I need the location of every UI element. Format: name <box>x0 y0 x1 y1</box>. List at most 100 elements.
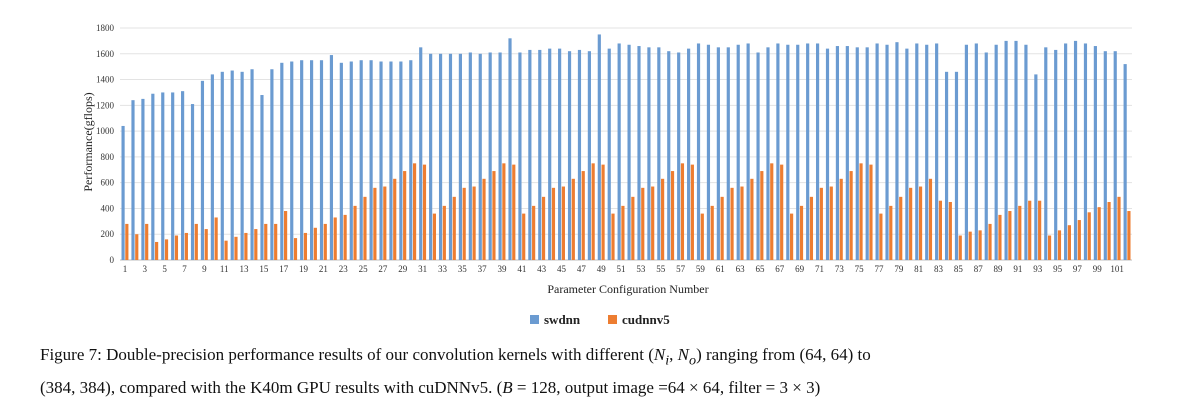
bar-swdnn-59 <box>696 43 701 260</box>
legend-swatch-cudnnv5 <box>608 315 617 324</box>
bar-cudnnv5-50 <box>611 213 615 260</box>
caption-ni-sub: i <box>665 352 670 369</box>
caption-no-sub: o <box>689 352 697 369</box>
bar-cudnnv5-43 <box>541 196 546 260</box>
bar-swdnn-78 <box>885 44 889 260</box>
bar-swdnn-33 <box>438 53 443 261</box>
bar-cudnnv5-64 <box>750 178 754 260</box>
bar-cudnnv5-49 <box>601 164 605 260</box>
bar-cudnnv5-75 <box>859 163 863 260</box>
bar-swdnn-5 <box>161 92 165 260</box>
bar-swdnn-15 <box>260 95 264 261</box>
bar-cudnnv5-96 <box>1067 225 1071 260</box>
bar-swdnn-87 <box>974 43 978 260</box>
x-tick-label: 83 <box>934 264 944 274</box>
bar-swdnn-47 <box>577 49 582 261</box>
bar-swdnn-68 <box>786 44 790 260</box>
y-tick-label: 0 <box>110 255 115 265</box>
x-tick-label: 55 <box>656 264 666 274</box>
bar-cudnnv5-25 <box>363 196 367 260</box>
y-tick-label: 1400 <box>96 75 115 85</box>
bar-cudnnv5-99 <box>1097 207 1101 260</box>
bar-swdnn-2 <box>131 100 135 260</box>
bar-swdnn-89 <box>994 44 998 260</box>
x-tick-label: 7 <box>182 264 187 274</box>
bar-cudnnv5-54 <box>651 186 655 260</box>
x-tick-label: 47 <box>577 264 587 274</box>
bar-swdnn-28 <box>389 61 393 261</box>
caption-sep: , <box>669 345 678 364</box>
y-tick-label: 1000 <box>96 126 115 136</box>
bar-swdnn-44 <box>548 48 552 260</box>
bar-swdnn-26 <box>369 60 373 260</box>
x-tick-label: 1 <box>123 264 128 274</box>
bar-swdnn-7 <box>181 91 185 261</box>
bar-swdnn-81 <box>915 43 919 260</box>
bar-swdnn-93 <box>1034 74 1038 261</box>
bar-swdnn-83 <box>935 43 939 260</box>
caption-ni: N <box>653 345 666 364</box>
x-tick-label: 3 <box>143 264 148 274</box>
bar-cudnnv5-72 <box>829 186 833 260</box>
bar-cudnnv5-3 <box>145 223 149 260</box>
bar-cudnnv5-44 <box>551 187 556 260</box>
caption-b: B <box>502 378 513 398</box>
bar-cudnnv5-87 <box>978 230 982 260</box>
bar-swdnn-31 <box>419 47 423 261</box>
legend-label-cudnnv5: cudnnv5 <box>622 312 670 327</box>
x-tick-label: 27 <box>378 264 388 274</box>
bar-cudnnv5-56 <box>670 171 675 260</box>
bar-swdnn-97 <box>1073 40 1078 261</box>
bar-cudnnv5-39 <box>502 163 506 260</box>
x-tick-label: 59 <box>696 264 706 274</box>
bar-cudnnv5-81 <box>918 186 923 260</box>
x-tick-label: 13 <box>240 264 250 274</box>
bar-cudnnv5-76 <box>869 164 873 260</box>
bar-cudnnv5-82 <box>928 178 933 260</box>
x-tick-label: 21 <box>319 264 328 274</box>
x-tick-label: 33 <box>438 264 448 274</box>
bar-cudnnv5-46 <box>571 178 575 260</box>
bar-swdnn-29 <box>399 61 403 261</box>
bar-cudnnv5-101 <box>1117 196 1121 260</box>
bar-cudnnv5-48 <box>591 163 595 260</box>
x-tick-label: 37 <box>478 264 488 274</box>
bar-swdnn-79 <box>895 42 899 260</box>
bar-swdnn-55 <box>657 47 661 261</box>
bar-swdnn-1 <box>121 125 125 260</box>
bar-cudnnv5-19 <box>303 232 308 260</box>
bar-swdnn-40 <box>508 38 512 260</box>
bar-swdnn-43 <box>538 49 542 261</box>
bar-swdnn-82 <box>925 44 929 260</box>
bar-cudnnv5-23 <box>343 214 347 260</box>
x-tick-label: 29 <box>398 264 408 274</box>
bar-swdnn-65 <box>756 52 760 260</box>
bar-cudnnv5-66 <box>770 163 774 260</box>
bar-swdnn-50 <box>607 48 611 260</box>
bar-cudnnv5-61 <box>720 196 724 260</box>
bar-swdnn-72 <box>825 48 830 260</box>
bar-cudnnv5-5 <box>164 239 169 260</box>
bar-cudnnv5-8 <box>194 223 198 260</box>
x-tick-label: 73 <box>835 264 845 274</box>
bar-cudnnv5-89 <box>998 214 1002 260</box>
x-tick-label: 75 <box>855 264 865 274</box>
bar-cudnnv5-28 <box>393 178 397 260</box>
bar-swdnn-14 <box>250 69 254 260</box>
y-tick-label: 1600 <box>96 49 115 59</box>
bar-swdnn-35 <box>458 53 462 261</box>
bar-swdnn-53 <box>637 46 641 260</box>
bar-cudnnv5-91 <box>1018 205 1022 260</box>
bar-cudnnv5-42 <box>532 205 536 260</box>
bar-swdnn-45 <box>558 48 562 260</box>
bar-cudnnv5-2 <box>135 234 139 260</box>
x-tick-label: 31 <box>418 264 427 274</box>
x-tick-label: 69 <box>795 264 805 274</box>
x-tick-label: 17 <box>279 264 289 274</box>
bar-cudnnv5-51 <box>621 205 625 260</box>
bar-cudnnv5-62 <box>730 187 734 260</box>
bar-cudnnv5-94 <box>1047 235 1052 260</box>
bar-swdnn-57 <box>677 52 681 260</box>
bar-swdnn-101 <box>1113 51 1117 261</box>
x-tick-labels: 1 3 5 7 9 11 13 15 17 19 21 23 25 27 29 31 33 35 37 39 41 43 4… <box>123 264 1124 274</box>
